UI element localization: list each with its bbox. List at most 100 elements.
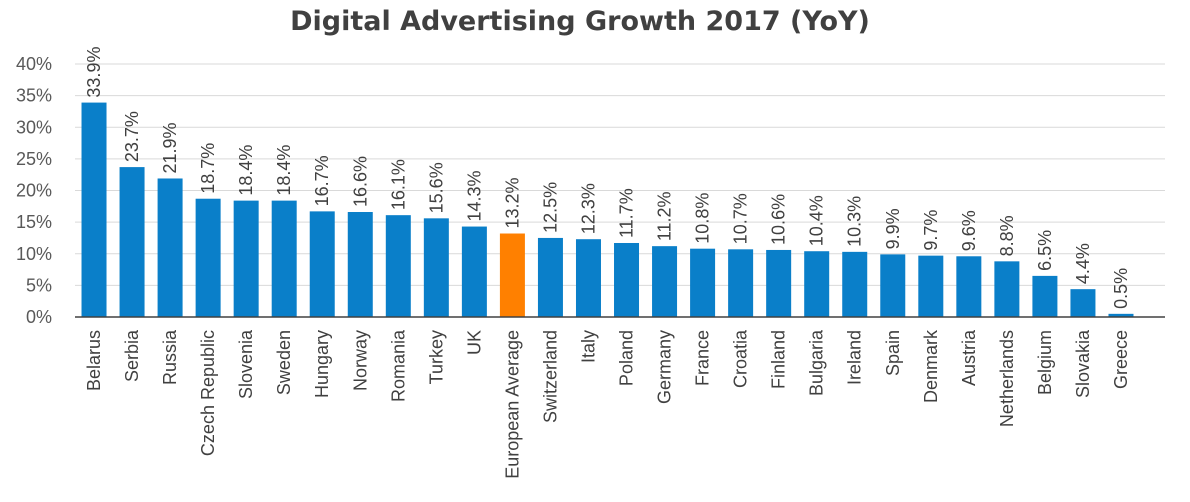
x-category-label: Belarus: [84, 330, 104, 391]
x-category-label: UK: [464, 330, 484, 355]
bar: [728, 249, 754, 317]
data-label: 11.7%: [617, 188, 637, 238]
bar: [918, 255, 944, 317]
bar: [1070, 289, 1096, 317]
data-label: 18.4%: [236, 145, 256, 196]
data-label: 8.8%: [997, 215, 1017, 256]
bar: [461, 226, 487, 317]
bar: [537, 237, 563, 317]
data-label: 12.5%: [540, 182, 560, 233]
x-category-label: Poland: [617, 330, 637, 386]
x-category-label: Belgium: [1035, 330, 1055, 395]
bar: [575, 239, 601, 317]
x-category-label: Turkey: [426, 330, 446, 384]
x-category-label: Czech Republic: [198, 330, 218, 456]
data-label: 16.7%: [312, 155, 332, 206]
x-category-label: Netherlands: [997, 330, 1017, 427]
data-label: 9.7%: [921, 210, 941, 251]
x-category-label: Norway: [350, 330, 370, 391]
data-label: 0.5%: [1111, 268, 1131, 309]
x-category-label: Switzerland: [540, 330, 560, 423]
data-label: 15.6%: [426, 162, 446, 213]
bar: [880, 254, 906, 317]
data-label: 21.9%: [160, 122, 180, 173]
x-category-label: Slovakia: [1073, 329, 1093, 398]
x-category-label: Romania: [388, 329, 408, 402]
bar: [195, 198, 221, 317]
x-category-label: Serbia: [122, 329, 142, 382]
bar: [233, 200, 259, 317]
y-tick-label: 30%: [16, 117, 52, 137]
y-tick-label: 5%: [26, 275, 52, 295]
x-axis-categories: Belarus Serbia Russia Czech Republic Sloveni…: [84, 329, 1131, 479]
data-label: 10.4%: [807, 195, 827, 246]
bar: [347, 212, 373, 317]
bar: [423, 218, 449, 317]
x-category-label: European Average: [502, 330, 522, 479]
y-axis-ticks: 0% 5% 10% 15% 20% 25% 30% 35% 40%: [16, 54, 52, 327]
bar: [994, 261, 1020, 317]
data-label: 10.7%: [731, 193, 751, 244]
data-label: 4.4%: [1073, 243, 1093, 284]
x-category-label: Italy: [578, 330, 598, 363]
bar: [271, 200, 297, 317]
data-label: 13.2%: [502, 177, 522, 228]
data-label: 10.8%: [693, 193, 713, 244]
y-tick-label: 40%: [16, 54, 52, 74]
x-category-label: Hungary: [312, 330, 332, 398]
data-label: 23.7%: [122, 111, 142, 162]
data-label: 12.3%: [578, 183, 598, 234]
bar: [842, 251, 868, 317]
x-category-label: Denmark: [921, 329, 941, 403]
y-tick-label: 35%: [16, 86, 52, 106]
bars: [81, 102, 1134, 318]
bar: [614, 242, 640, 317]
x-category-label: Spain: [883, 330, 903, 376]
y-tick-label: 20%: [16, 181, 52, 201]
bar: [81, 102, 107, 318]
y-tick-label: 0%: [26, 307, 52, 327]
data-label: 10.6%: [769, 194, 789, 245]
x-category-label: Slovenia: [236, 329, 256, 399]
bar: [956, 256, 982, 317]
x-category-label: Finland: [769, 330, 789, 389]
bar: [766, 249, 792, 317]
data-label: 16.6%: [350, 156, 370, 207]
bar: [652, 246, 678, 317]
bar: [1108, 313, 1134, 317]
y-tick-label: 10%: [16, 244, 52, 264]
bar: [119, 167, 145, 317]
x-category-label: Croatia: [731, 329, 751, 388]
data-label: 9.6%: [959, 210, 979, 251]
x-category-label: Russia: [160, 329, 180, 385]
data-label: 18.7%: [198, 143, 218, 194]
x-category-label: Austria: [959, 329, 979, 386]
data-label: 6.5%: [1035, 230, 1055, 271]
data-labels: 33.9% 23.7% 21.9% 18.7% 18.4% 18.4% 16.7% 16.6%…: [84, 47, 1131, 309]
data-label: 9.9%: [883, 208, 903, 249]
y-tick-label: 15%: [16, 212, 52, 232]
y-tick-label: 25%: [16, 149, 52, 169]
x-category-label: France: [693, 330, 713, 386]
x-category-label: Ireland: [845, 330, 865, 385]
data-label: 16.1%: [388, 159, 408, 210]
x-category-label: Greece: [1111, 330, 1131, 389]
bar: [690, 248, 716, 317]
data-label: 18.4%: [274, 145, 294, 196]
data-label: 33.9%: [84, 47, 104, 98]
x-category-label: Bulgaria: [807, 329, 827, 396]
bar: [309, 211, 335, 317]
x-category-label: Sweden: [274, 330, 294, 395]
data-label: 10.3%: [845, 196, 865, 247]
x-category-label: Germany: [655, 330, 675, 404]
data-label: 14.3%: [464, 171, 484, 222]
data-label: 11.2%: [655, 191, 675, 241]
bar: [385, 215, 411, 317]
bar: [157, 178, 183, 317]
bar: [1032, 275, 1058, 317]
bar: [804, 251, 830, 317]
chart-title: Digital Advertising Growth 2017 (YoY): [290, 6, 870, 37]
bar: [499, 233, 525, 317]
